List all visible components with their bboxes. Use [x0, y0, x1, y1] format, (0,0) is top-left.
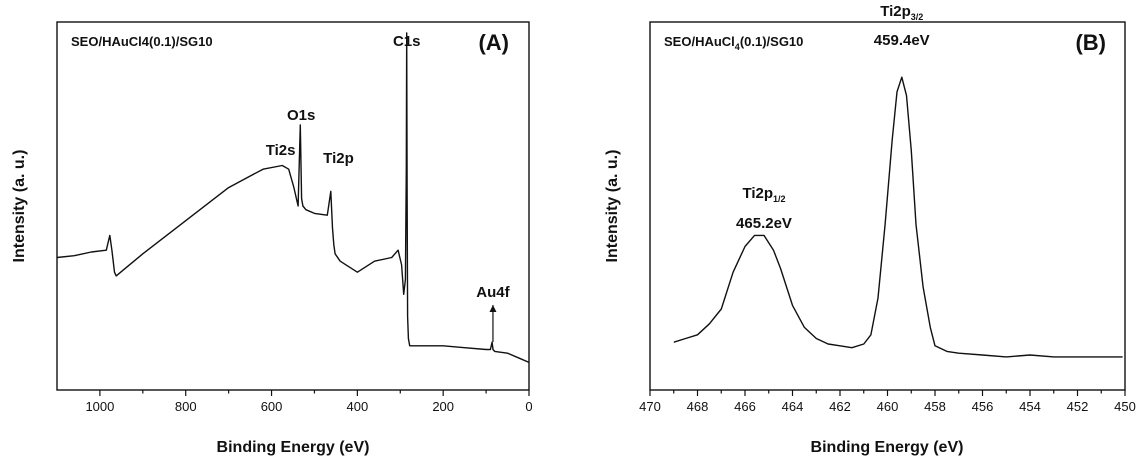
- panel-a-plot-frame: [56, 21, 530, 391]
- panel-b-x-tick-label: 456: [972, 399, 994, 414]
- panel-b-y-axis-title: Intensity (a. u.): [604, 150, 621, 263]
- peak-label-line: 465.2eV: [736, 215, 792, 232]
- panel-a-x-tick-labels: 1000 800 600 400 200 0: [85, 399, 532, 414]
- panel-a-y-axis-title: Intensity (a. u.): [11, 150, 28, 263]
- panel-b-x-tick-label: 470: [639, 399, 661, 414]
- peak-label-text: Ti2p: [742, 185, 773, 202]
- peak-label-subscript: 3/2: [911, 12, 924, 22]
- panel-b-title: SEO/HAuCl4(0.1)/SG10: [664, 34, 803, 52]
- panel-b-plot-frame: [649, 21, 1126, 391]
- panel-b-spectrum-line: [673, 76, 1123, 358]
- au4f-arrow-head: [489, 305, 497, 312]
- panel-b-x-tick-label: 466: [734, 399, 756, 414]
- panel-a-x-axis-title: Binding Energy (eV): [217, 439, 370, 456]
- peak-label-line: Ti2p3/2: [880, 3, 923, 22]
- peak-label-ti2s: Ti2s: [266, 142, 296, 159]
- panel-a-letter: (A): [478, 30, 509, 55]
- peak-label-ti2p: Ti2p: [323, 150, 354, 167]
- panel-a-x-tick-label: 0: [525, 399, 532, 414]
- panel-a: 1000 800 600 400 200 0 C1s O1s Ti2s Ti2p Au4f SEO…: [11, 21, 533, 456]
- panel-b-x-tick-label: 462: [829, 399, 851, 414]
- panel-b-x-ticks: [649, 390, 1126, 396]
- peak-label-text: Ti2p: [880, 3, 911, 20]
- peak-label-o1s: O1s: [287, 107, 315, 124]
- panel-b-letter: (B): [1075, 30, 1106, 55]
- panel-a-x-tick-label: 1000: [85, 399, 114, 414]
- panel-a-annotations: C1s O1s Ti2s Ti2p Au4f: [266, 33, 511, 342]
- panel-b-x-axis-title: Binding Energy (eV): [811, 439, 964, 456]
- panel-a-x-tick-label: 200: [432, 399, 454, 414]
- panel-b-title-subscript: 4: [735, 42, 740, 52]
- panel-a-title: SEO/HAuCl4(0.1)/SG10: [71, 34, 213, 49]
- panel-b-x-tick-labels: 470 468 466 464 462 460 458 456 454 452 450: [639, 399, 1136, 414]
- panel-a-x-tick-label: 600: [261, 399, 283, 414]
- peak-label-au4f: Au4f: [476, 284, 510, 301]
- panel-b-x-tick-label: 468: [687, 399, 709, 414]
- peak-label-line: 459.4eV: [874, 32, 930, 49]
- panel-b: 470 468 466 464 462 460 458 456 454 452 450 Ti2p1/…: [604, 3, 1136, 456]
- peak-label-text: 465.2eV: [736, 215, 792, 232]
- peak-label-subscript: 1/2: [773, 194, 786, 204]
- panel-b-x-tick-label: 454: [1019, 399, 1041, 414]
- peak-label-text: 459.4eV: [874, 32, 930, 49]
- panel-b-x-tick-label: 452: [1067, 399, 1089, 414]
- panel-a-spectrum-line: [56, 32, 530, 364]
- panel-a-x-tick-label: 400: [347, 399, 369, 414]
- panel-b-title-part2: (0.1)/SG10: [740, 34, 804, 49]
- panel-b-x-tick-label: 450: [1114, 399, 1136, 414]
- panel-b-x-tick-label: 458: [924, 399, 946, 414]
- panel-a-x-ticks: [99, 390, 530, 396]
- panel-b-title-part1: SEO/HAuCl: [664, 34, 735, 49]
- panel-b-x-tick-label: 460: [877, 399, 899, 414]
- peak-label-c1s: C1s: [393, 33, 421, 50]
- panel-a-x-tick-label: 800: [175, 399, 197, 414]
- peak-label-line: Ti2p1/2: [742, 185, 785, 204]
- panel-b-x-tick-label: 464: [782, 399, 804, 414]
